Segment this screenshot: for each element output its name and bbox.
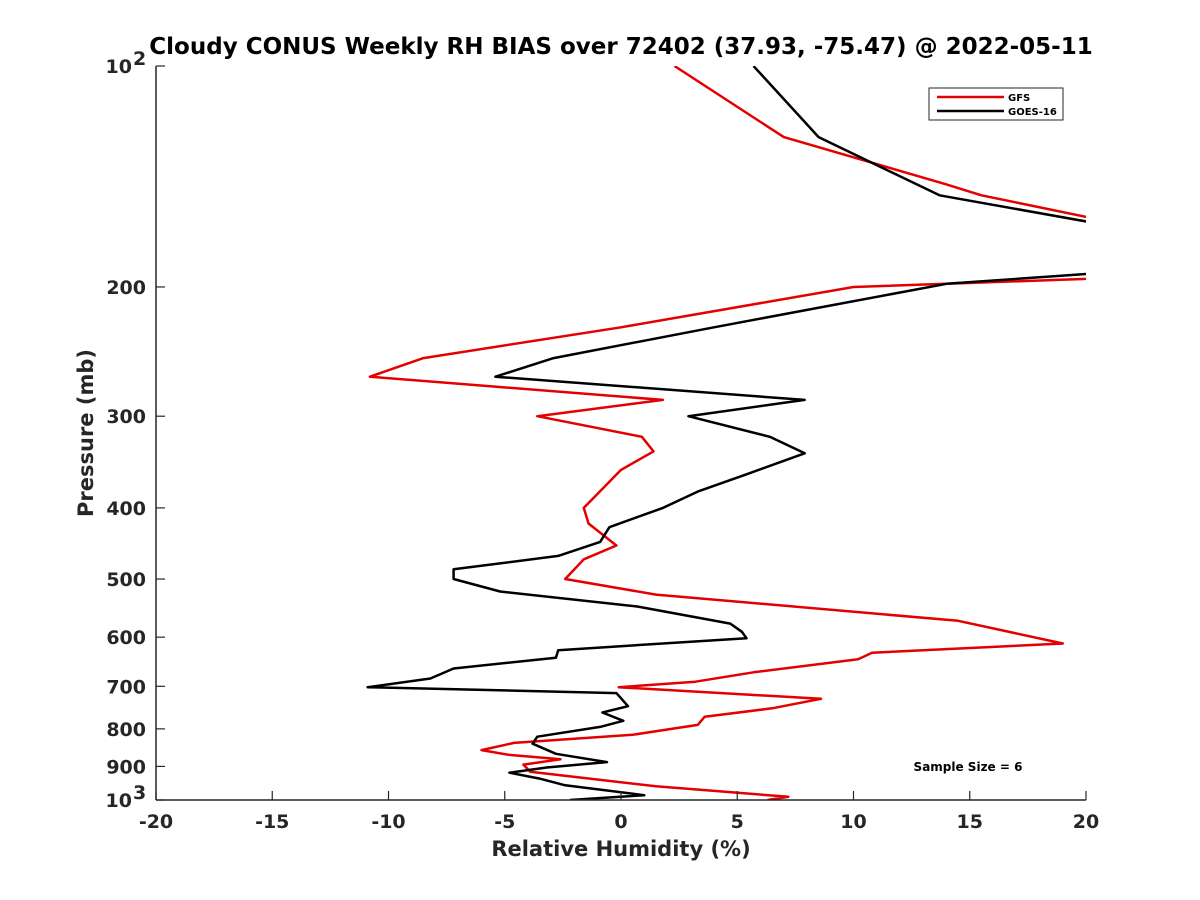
x-tick-label: -20 (139, 811, 173, 833)
y-axis-label: Pressure (mb) (74, 349, 98, 517)
chart-title: Cloudy CONUS Weekly RH BIAS over 72402 (… (149, 34, 1092, 60)
x-tick-label: 0 (614, 811, 627, 833)
x-axis-label: Relative Humidity (%) (491, 837, 750, 861)
y-tick-label: 700 (106, 676, 146, 698)
y-tick-exponent: 3 (133, 782, 146, 804)
legend-label-gfs: GFS (1008, 93, 1030, 104)
x-tick-label: 10 (840, 811, 866, 833)
y-tick-label: 200 (106, 277, 146, 299)
x-tick-label: 15 (957, 811, 983, 833)
y-tick-label: 400 (106, 498, 146, 520)
x-tick-label: -5 (494, 811, 515, 833)
x-ticks: -20 -15 -10 -5 0 5 10 15 20 (139, 791, 1099, 833)
legend-label-goes16: GOES-16 (1008, 107, 1057, 118)
series-layer (366, 66, 1086, 800)
y-tick-label: 300 (106, 406, 146, 428)
y-tick-label: 500 (106, 569, 146, 591)
legend: GFS GOES-16 (928, 87, 1064, 121)
legend-box (928, 87, 1064, 121)
series-line-goes-16 (366, 66, 1086, 800)
y-tick-label: 10 (106, 56, 132, 78)
series-line-gfs (368, 66, 1086, 800)
y-tick-label: 900 (106, 756, 146, 778)
x-tick-label: -10 (371, 811, 405, 833)
y-tick-label: 10 (106, 790, 132, 812)
y-tick-label: 600 (106, 627, 146, 649)
x-tick-label: 20 (1073, 811, 1099, 833)
sample-size-annotation: Sample Size = 6 (914, 760, 1023, 774)
x-tick-label: 5 (731, 811, 744, 833)
y-tick-label: 800 (106, 719, 146, 741)
x-tick-label: -15 (255, 811, 289, 833)
y-tick-exponent: 2 (133, 48, 146, 70)
